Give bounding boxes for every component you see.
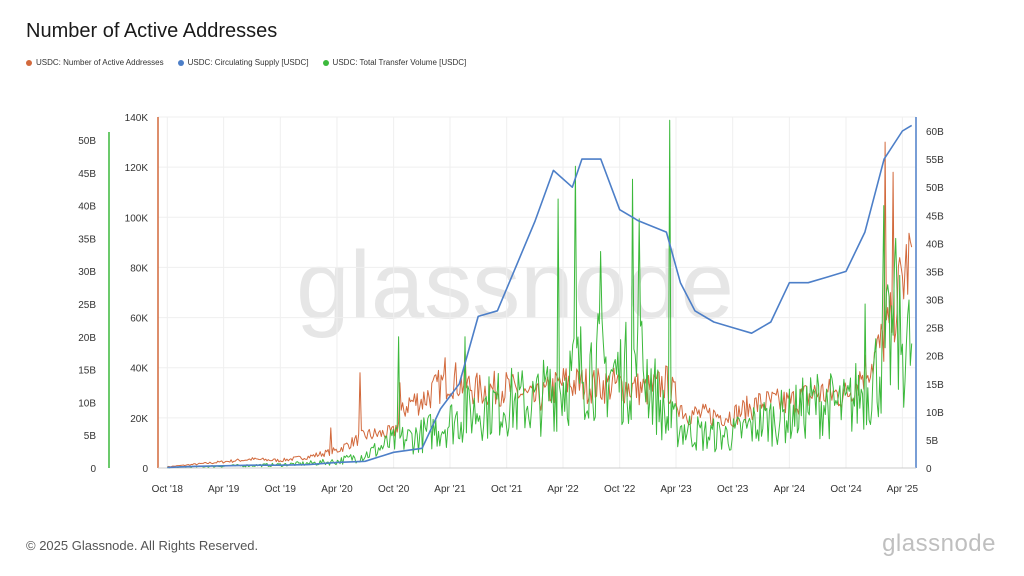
right-blue-tick-label: 50B xyxy=(926,183,944,194)
right-blue-tick-label: 20B xyxy=(926,352,944,363)
left-orange-tick-label: 20K xyxy=(130,414,148,425)
copyright-footer: © 2025 Glassnode. All Rights Reserved. xyxy=(26,538,259,553)
legend-dot-circulating-supply xyxy=(177,59,184,66)
x-tick-label: Apr '25 xyxy=(887,484,919,495)
x-tick-label: Apr '20 xyxy=(321,484,353,495)
right-blue-tick-label: 0 xyxy=(926,464,932,475)
left-green-tick-label: 5B xyxy=(84,431,97,442)
legend-label-circulating-supply: USDC: Circulating Supply [USDC] xyxy=(187,58,309,67)
right-blue-tick-label: 35B xyxy=(926,267,944,278)
left-green-tick-label: 10B xyxy=(78,398,96,409)
legend-dot-transfer-volume xyxy=(322,59,329,66)
left-orange-tick-label: 140K xyxy=(125,113,149,124)
left-green-tick-label: 25B xyxy=(78,300,96,311)
left-green-tick-label: 35B xyxy=(78,234,96,245)
chart-watermark: glassnode xyxy=(296,232,734,339)
left-orange-tick-label: 0 xyxy=(142,464,148,475)
left-green-tick-label: 45B xyxy=(78,169,96,180)
left-green-tick-label: 40B xyxy=(78,202,96,213)
x-tick-label: Oct '24 xyxy=(830,484,862,495)
series-line-circulating-supply xyxy=(167,124,913,469)
right-blue-tick-label: 55B xyxy=(926,155,944,166)
chart-title: Number of Active Addresses xyxy=(26,20,278,42)
x-tick-label: Apr '21 xyxy=(434,484,466,495)
right-blue-tick-label: 15B xyxy=(926,380,944,391)
x-tick-label: Apr '22 xyxy=(547,484,579,495)
right-blue-tick-label: 30B xyxy=(926,296,944,307)
x-tick-label: Apr '23 xyxy=(660,484,692,495)
left-green-tick-label: 30B xyxy=(78,267,96,278)
right-blue-tick-label: 10B xyxy=(926,408,944,419)
chart-legend: USDC: Number of Active Addresses USDC: C… xyxy=(26,58,466,67)
legend-item-circulating-supply[interactable]: USDC: Circulating Supply [USDC] xyxy=(177,58,309,67)
x-tick-label: Oct '19 xyxy=(265,484,297,495)
left-green-tick-label: 0 xyxy=(90,464,96,475)
x-tick-label: Oct '18 xyxy=(152,484,184,495)
x-tick-label: Apr '24 xyxy=(774,484,806,495)
x-tick-label: Oct '20 xyxy=(378,484,410,495)
legend-label-active-addresses: USDC: Number of Active Addresses xyxy=(36,58,164,67)
glassnode-logo[interactable]: glassnode xyxy=(882,530,996,557)
left-orange-tick-label: 120K xyxy=(125,163,149,174)
left-orange-tick-label: 60K xyxy=(130,314,148,325)
legend-dot-active-addresses xyxy=(26,59,32,66)
right-blue-tick-label: 40B xyxy=(926,239,944,250)
left-orange-tick-label: 80K xyxy=(130,263,148,274)
x-tick-label: Oct '21 xyxy=(491,484,523,495)
right-blue-tick-label: 60B xyxy=(926,127,944,138)
legend-item-active-addresses[interactable]: USDC: Number of Active Addresses xyxy=(26,58,164,67)
left-orange-tick-label: 100K xyxy=(125,213,149,224)
x-tick-label: Oct '23 xyxy=(717,484,749,495)
right-blue-tick-label: 45B xyxy=(926,211,944,222)
x-tick-label: Apr '19 xyxy=(208,484,240,495)
right-blue-tick-label: 25B xyxy=(926,324,944,335)
right-blue-tick-label: 5B xyxy=(926,436,939,447)
legend-label-transfer-volume: USDC: Total Transfer Volume [USDC] xyxy=(332,58,467,67)
left-orange-tick-label: 40K xyxy=(130,364,148,375)
left-green-tick-label: 50B xyxy=(78,136,96,147)
left-green-tick-label: 15B xyxy=(78,366,96,377)
series-line-transfer-volume xyxy=(167,119,913,469)
x-tick-label: Oct '22 xyxy=(604,484,636,495)
legend-item-transfer-volume[interactable]: USDC: Total Transfer Volume [USDC] xyxy=(322,58,467,67)
left-green-tick-label: 20B xyxy=(78,333,96,344)
